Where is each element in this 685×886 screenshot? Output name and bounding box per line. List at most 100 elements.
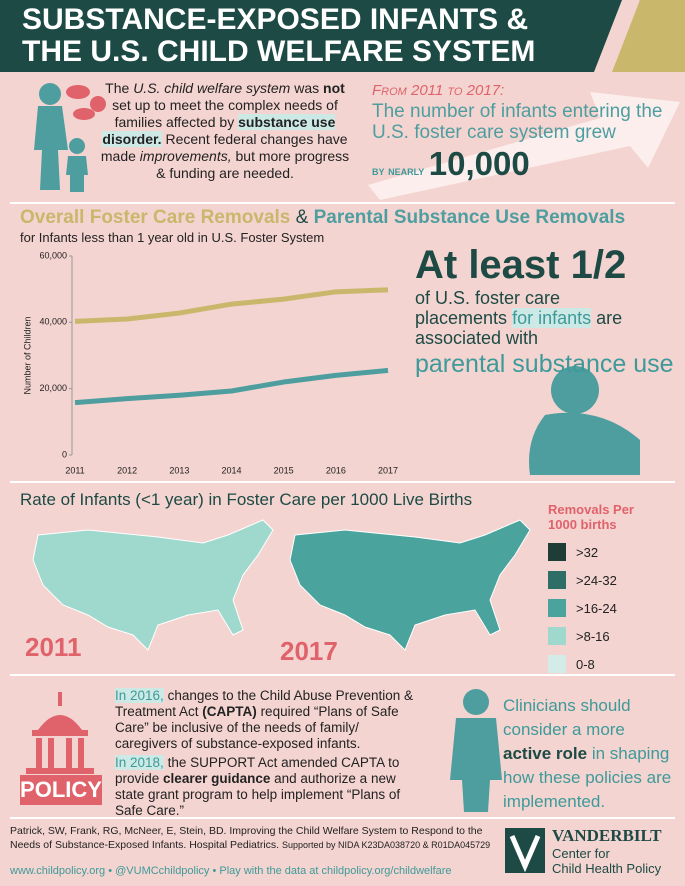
logo-line: Child Health Policy bbox=[552, 861, 662, 876]
legend-item: >32 bbox=[548, 538, 617, 566]
x-tick-label: 2011 bbox=[65, 465, 84, 475]
policy-p2: In 2018, the SUPPORT Act amended CAPTA t… bbox=[115, 755, 415, 819]
legend-swatch bbox=[548, 571, 566, 589]
chart: 0 20,000 40,000 60,000 Number of Children 201… bbox=[22, 250, 398, 475]
y-tick-label: 20,000 bbox=[39, 383, 67, 393]
policy-badge: POLICY bbox=[20, 777, 102, 802]
text: in shaping how these policies are implem… bbox=[503, 744, 672, 811]
x-tick-label: 2014 bbox=[221, 465, 241, 475]
claim-headline: At least 1/2 bbox=[415, 243, 627, 287]
legend: >32 >24-32 >16-24 >8-16 0-8 bbox=[548, 538, 617, 678]
policy-p1: In 2016, changes to the Child Abuse Prev… bbox=[115, 688, 415, 752]
y-tick-label: 0 bbox=[62, 449, 67, 459]
chart-title: Overall Foster Care Removals & Parental … bbox=[20, 207, 625, 229]
x-tick-label: 2012 bbox=[117, 465, 137, 475]
text: set up to meet the complex needs of fami… bbox=[112, 97, 338, 130]
text: & bbox=[295, 207, 309, 228]
title-line: THE U.S. CHILD WELFARE SYSTEM bbox=[22, 35, 536, 68]
series-line bbox=[74, 287, 389, 324]
text: was bbox=[294, 80, 320, 96]
title: SUBSTANCE-EXPOSED INFANTS & THE U.S. CHI… bbox=[22, 4, 535, 68]
legend-label: >16-24 bbox=[576, 600, 617, 616]
logo-mark bbox=[505, 828, 545, 873]
header-stripe bbox=[610, 0, 685, 72]
stat: From 2011 to 2017: The number of infants… bbox=[372, 82, 672, 183]
legend-swatch bbox=[548, 599, 566, 617]
text: Clinicians should consider a more bbox=[503, 696, 631, 739]
y-tick-label: 40,000 bbox=[39, 317, 67, 327]
text: In 2018, bbox=[115, 755, 164, 770]
text: The bbox=[105, 80, 130, 96]
legend-label: 0-8 bbox=[576, 656, 595, 672]
links: www.childpolicy.org • @VUMCchildpolicy •… bbox=[10, 865, 452, 877]
x-tick-label: 2013 bbox=[169, 465, 189, 475]
doctor-icon bbox=[450, 689, 502, 812]
x-tick-label: 2017 bbox=[378, 465, 398, 475]
y-axis-label: Number of Children bbox=[22, 316, 32, 394]
text: In 2016, bbox=[115, 688, 164, 703]
text: Patrick, SW, Frank, RG, McNeer, E, Stein… bbox=[10, 825, 483, 851]
x-tick-label: 2016 bbox=[326, 465, 346, 475]
legend-label: >24-32 bbox=[576, 572, 617, 588]
logo-name: VANDERBILT bbox=[552, 826, 662, 845]
text: changes to the Child Abuse Prevention & … bbox=[115, 688, 413, 719]
text: not bbox=[323, 80, 345, 96]
intro: The U.S. child welfare system was not se… bbox=[100, 80, 350, 182]
stat-qualifier: by nearly bbox=[372, 163, 425, 178]
legend-entry: Overall Foster Care Removals bbox=[20, 207, 291, 228]
family-icon bbox=[34, 83, 88, 192]
legend-label: >32 bbox=[576, 544, 599, 560]
text: clearer guidance bbox=[163, 771, 271, 786]
text: the SUPPORT Act amended CAPTA to provide bbox=[115, 755, 400, 786]
citation: Patrick, SW, Frank, RG, McNeer, E, Stein… bbox=[10, 824, 500, 852]
text: but more progress & funding are needed. bbox=[156, 148, 350, 181]
text: and authorize a new state grant program … bbox=[115, 771, 401, 818]
capitol-icon bbox=[20, 692, 102, 805]
maps-title: Rate of Infants (<1 year) in Foster Care… bbox=[20, 490, 473, 509]
text: Supported by NIDA K23DA038720 & R01DA045… bbox=[281, 840, 491, 850]
text: improvements, bbox=[139, 148, 232, 164]
legend-entry: Parental Substance Use Removals bbox=[313, 207, 626, 228]
legend-swatch bbox=[548, 655, 566, 673]
stat-text: The number of infants entering the U.S. … bbox=[372, 101, 663, 143]
logo: VANDERBILT Center for Child Health Polic… bbox=[552, 826, 662, 876]
text: active role bbox=[503, 744, 588, 763]
header-band bbox=[0, 0, 640, 72]
clinicians: Clinicians should consider a more active… bbox=[503, 694, 673, 814]
legend-swatch bbox=[548, 627, 566, 645]
y-tick-label: 60,000 bbox=[39, 250, 67, 260]
logo-line: Center for bbox=[552, 846, 610, 861]
text: required “Plans of Safe Care” be inclusi… bbox=[115, 704, 399, 751]
legend-item: >24-32 bbox=[548, 566, 617, 594]
map-label: 2011 bbox=[25, 632, 82, 662]
claim-emphasis: parental substance use bbox=[415, 350, 674, 378]
header-gap bbox=[594, 0, 640, 72]
stat-lead: From 2011 to 2017: bbox=[372, 82, 505, 99]
legend-swatch bbox=[548, 543, 566, 561]
legend-title: Removals Per 1000 births bbox=[548, 502, 634, 532]
map-2011 bbox=[32, 519, 274, 651]
stat-number: 10,000 bbox=[428, 145, 530, 182]
text: are associated with bbox=[415, 308, 623, 348]
legend-item: 0-8 bbox=[548, 650, 617, 678]
claim: At least 1/2 of U.S. foster care placeme… bbox=[415, 243, 675, 377]
chart-subtitle: for Infants less than 1 year old in U.S.… bbox=[20, 230, 325, 245]
map-2017 bbox=[289, 519, 531, 651]
legend-label: >8-16 bbox=[576, 628, 610, 644]
text: Recent federal changes have made bbox=[100, 131, 348, 164]
text: of U.S. foster care placements bbox=[415, 288, 561, 328]
text: U.S. child welfare system bbox=[133, 80, 291, 96]
pills-icon bbox=[66, 85, 106, 120]
x-tick-label: 2015 bbox=[274, 465, 294, 475]
text: (CAPTA) bbox=[202, 704, 257, 719]
legend-item: >8-16 bbox=[548, 622, 617, 650]
legend-item: >16-24 bbox=[548, 594, 617, 622]
series-line bbox=[74, 367, 389, 406]
map-label: 2017 bbox=[280, 636, 338, 666]
arrow bbox=[368, 92, 680, 200]
text: for infants bbox=[512, 308, 592, 328]
title-line: SUBSTANCE-EXPOSED INFANTS & bbox=[22, 3, 529, 36]
baby-icon bbox=[529, 366, 640, 475]
